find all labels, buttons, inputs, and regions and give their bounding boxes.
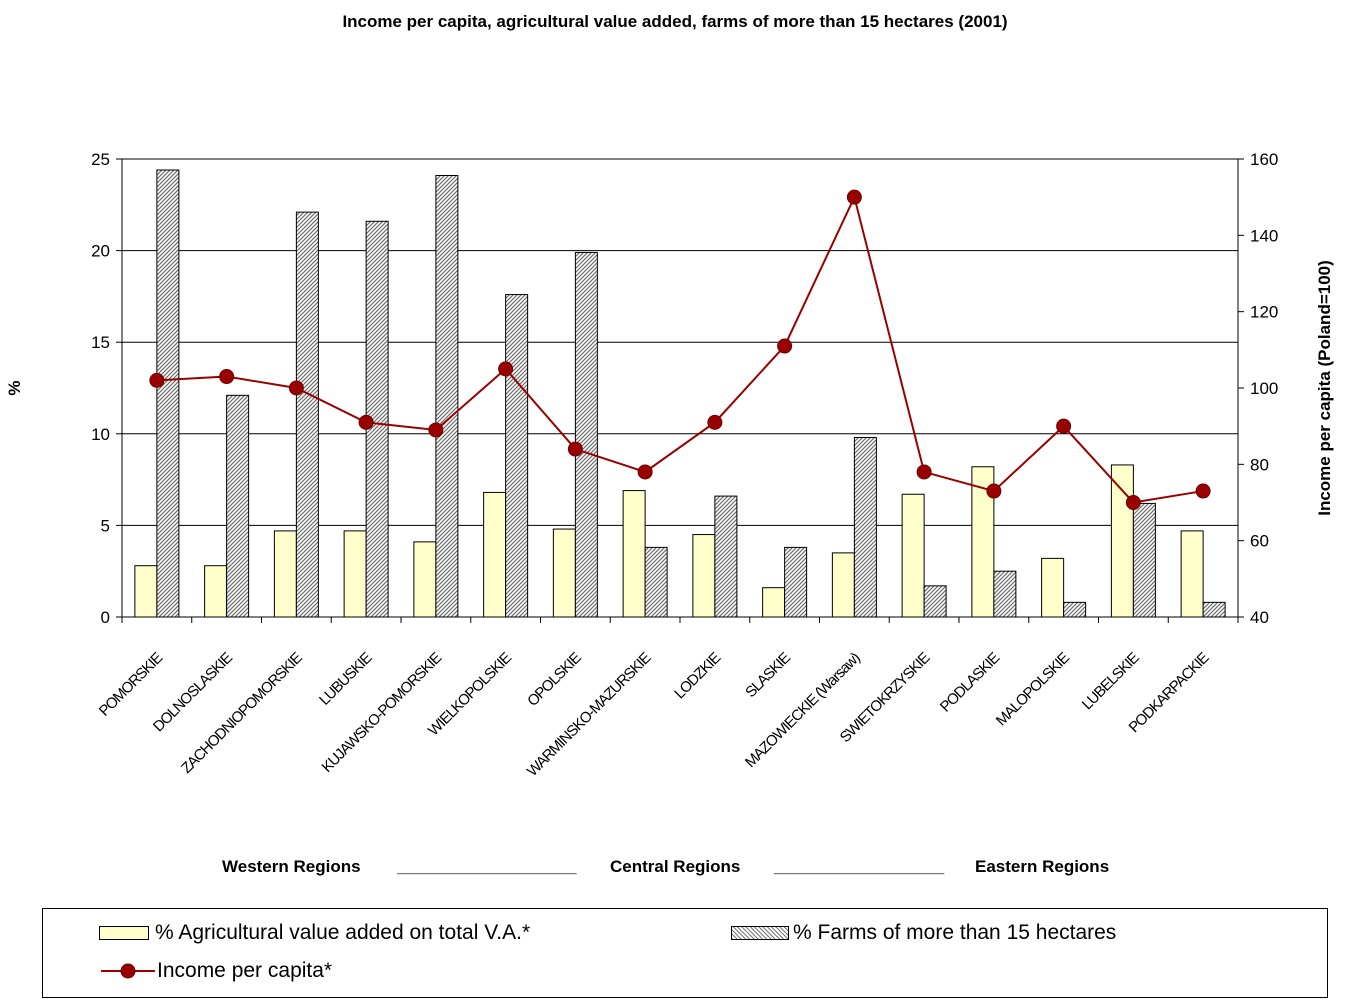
category-label: LUBELSKIE	[1079, 649, 1143, 713]
bar-agri-va	[134, 565, 158, 618]
income-point	[1056, 418, 1072, 434]
bar-agri-va	[413, 541, 437, 618]
legend: % Agricultural value added on total V.A.…	[42, 908, 1328, 998]
y2-tick-label: 120	[1250, 303, 1278, 322]
bar-farms	[853, 436, 877, 618]
income-line	[156, 194, 1204, 504]
bar-farms	[156, 169, 180, 618]
y2-tick-label: 140	[1250, 226, 1278, 245]
bar-farms	[784, 546, 808, 618]
bar-agri-va	[552, 528, 576, 618]
bar-farms	[993, 570, 1017, 618]
legend-swatch-income	[101, 963, 155, 979]
category-label: WARMINSKO-MAZURSKIE	[524, 649, 655, 780]
axes: 0 5 10 15 20 25 40 60 80 100 120 140 160	[91, 150, 1278, 627]
income-point	[358, 414, 374, 430]
bar-agri-va	[901, 493, 925, 618]
bar-farms	[574, 251, 598, 618]
bar-farms	[226, 394, 250, 618]
y-axis-title: %	[5, 380, 24, 395]
category-label: ZACHODNIOPOMORSKIE	[178, 649, 306, 777]
bar-farms	[714, 495, 738, 618]
category-label: SLASKIE	[742, 649, 794, 701]
bar-agri-va	[273, 530, 297, 618]
legend-item-agri-va: % Agricultural value added on total V.A.…	[99, 921, 530, 945]
y2-tick-label: 60	[1250, 532, 1269, 551]
legend-swatch-agri-va	[99, 926, 149, 940]
income-point	[149, 372, 165, 388]
income-point	[498, 361, 514, 377]
bar-farms	[505, 294, 529, 618]
y-tick-label: 25	[91, 150, 110, 169]
income-point	[288, 380, 304, 396]
income-point	[567, 441, 583, 457]
category-label: KUJAWSKO-POMORSKIE	[319, 649, 446, 776]
income-point	[637, 464, 653, 480]
bar-agri-va	[1110, 464, 1134, 618]
income-point	[428, 422, 444, 438]
bar-agri-va	[1180, 530, 1204, 618]
bar-farms	[1132, 502, 1156, 618]
legend-label-income: Income per capita*	[157, 959, 333, 982]
y2-tick-label: 80	[1250, 455, 1269, 474]
legend-label-farms: % Farms of more than 15 hectares	[793, 921, 1117, 944]
bar-farms	[435, 174, 459, 618]
y-tick-label: 10	[91, 425, 110, 444]
category-label: POMORSKIE	[96, 649, 167, 720]
bar-agri-va	[1041, 557, 1065, 618]
central-regions-label: Central Regions	[610, 857, 741, 876]
legend-label-agri-va: % Agricultural value added on total V.A.…	[155, 921, 531, 944]
income-point	[916, 464, 932, 480]
income-point	[777, 338, 793, 354]
income-line-series	[149, 189, 1211, 510]
y2-tick-label: 160	[1250, 150, 1278, 169]
income-point	[219, 369, 235, 385]
western-regions-label: Western Regions	[222, 857, 361, 876]
y-tick-label: 15	[91, 333, 110, 352]
bar-agri-va	[343, 530, 367, 618]
income-point	[707, 414, 723, 430]
y2-tick-label: 100	[1250, 379, 1278, 398]
y-tick-label: 20	[91, 242, 110, 261]
legend-item-farms: % Farms of more than 15 hectares	[731, 921, 1116, 945]
bar-group	[134, 169, 1226, 618]
y-tick-label: 5	[101, 516, 110, 535]
bar-agri-va	[692, 534, 716, 618]
income-point	[1125, 495, 1141, 510]
gridlines	[122, 158, 1238, 526]
income-point	[846, 189, 862, 205]
income-point	[986, 483, 1002, 499]
bar-agri-va	[483, 491, 507, 618]
bar-farms	[1063, 601, 1087, 618]
y2-tick-label: 40	[1250, 608, 1269, 627]
category-label: OPOLSKIE	[524, 649, 585, 710]
region-separator: ___________________	[397, 857, 577, 876]
region-annotation-row: Western Regions ___________________ Cent…	[0, 857, 1350, 881]
y2-axis-title: Income per capita (Poland=100)	[1315, 260, 1334, 516]
bar-farms	[1202, 601, 1226, 618]
category-label: LODZKIE	[671, 649, 724, 702]
category-label: MAZOWIECKIE (Warsaw)	[742, 649, 864, 771]
bar-agri-va	[204, 565, 228, 618]
bar-agri-va	[762, 587, 786, 618]
bar-farms	[644, 546, 668, 618]
category-label: PODLASKIE	[937, 649, 1003, 715]
category-label: LUBUSKIE	[316, 649, 376, 709]
legend-item-income: Income per capita*	[99, 959, 332, 983]
chart-title: Income per capita, agricultural value ad…	[342, 12, 1008, 31]
eastern-regions-label: Eastern Regions	[975, 857, 1110, 876]
bar-farms	[295, 211, 319, 618]
bar-agri-va	[831, 552, 855, 618]
bar-farms	[923, 585, 947, 618]
y-tick-label: 0	[101, 608, 110, 627]
legend-swatch-farms	[731, 926, 789, 940]
region-separator: __________________	[774, 857, 945, 876]
bar-agri-va	[622, 490, 646, 618]
income-point	[1195, 483, 1211, 499]
category-label: MALOPOLSKIE	[993, 649, 1073, 729]
